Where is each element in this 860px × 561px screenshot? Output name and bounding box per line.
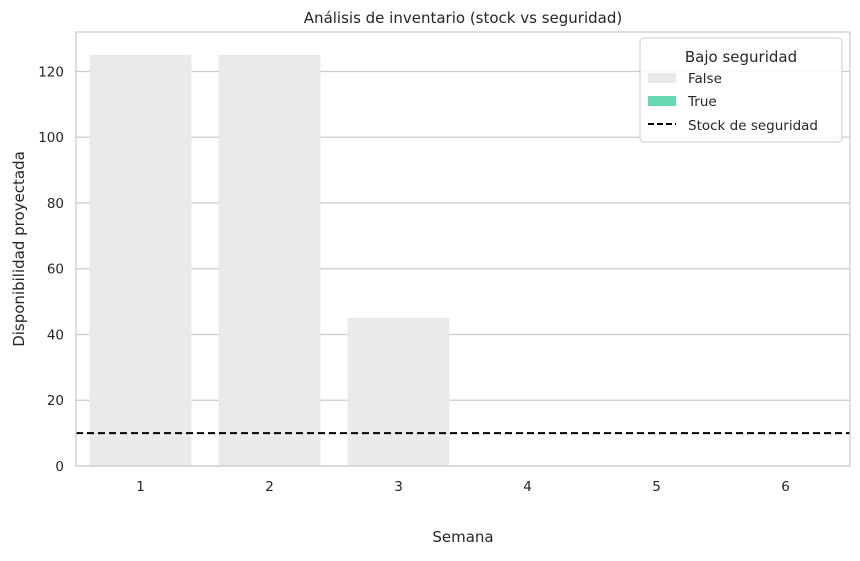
legend: Bajo seguridad False True Stock de segur… [639, 37, 843, 143]
y-axis-ticks: 0 20 40 60 80 100 120 [38, 64, 64, 475]
plot-frame [75, 31, 851, 467]
x-axis-label: Semana [432, 528, 493, 546]
y-tick-label: 60 [47, 262, 64, 278]
y-tick-label: 80 [47, 196, 64, 212]
legend-title: Bajo seguridad [685, 48, 797, 66]
y-tick-label: 20 [47, 393, 64, 409]
chart-title: Análisis de inventario (stock vs segurid… [304, 9, 622, 27]
x-tick-label: 1 [136, 479, 145, 495]
legend-label-safety-stock: Stock de seguridad [688, 118, 818, 134]
gridlines [76, 70, 850, 467]
legend-label-true: True [687, 94, 717, 110]
bar-semana-2 [218, 55, 321, 467]
x-tick-label: 6 [781, 479, 790, 495]
legend-swatch-true [648, 96, 676, 106]
y-axis-label: Disponibilidad proyectada [10, 151, 28, 347]
x-tick-label: 4 [523, 479, 532, 495]
y-tick-label: 0 [55, 459, 64, 475]
y-tick-label: 120 [38, 64, 64, 80]
legend-swatch-false [648, 73, 676, 83]
x-tick-label: 2 [265, 479, 274, 495]
x-axis-ticks: 1 2 3 4 5 6 [136, 479, 790, 495]
bar-semana-3 [347, 318, 450, 466]
y-tick-label: 40 [47, 327, 64, 343]
bar-semana-1 [89, 55, 192, 467]
y-tick-label: 100 [38, 130, 64, 146]
legend-label-false: False [688, 71, 722, 87]
legend-frame [639, 37, 843, 143]
x-tick-label: 3 [394, 479, 403, 495]
bars [89, 55, 450, 467]
x-tick-label: 5 [652, 479, 661, 495]
